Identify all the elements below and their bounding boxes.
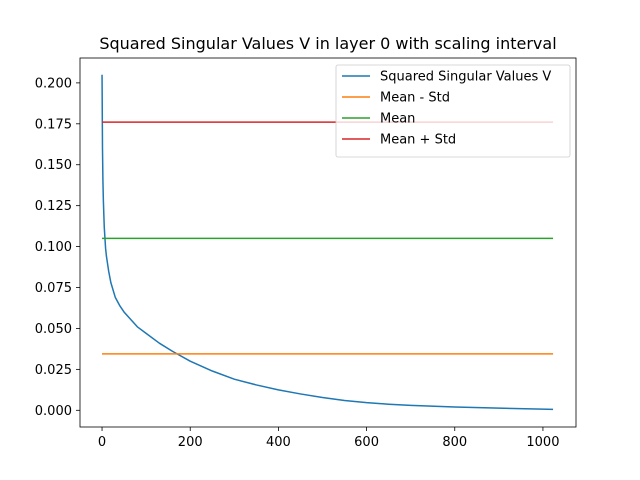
legend-box	[335, 64, 571, 158]
axes-layer: 0 200 400 600 800 1000 0.000 0.025 0.050 0.075 0.1…	[35, 57, 577, 450]
y-tick-label: 0.200	[35, 76, 72, 91]
axes-frame	[79, 57, 577, 428]
x-tick-label: 600	[354, 435, 379, 450]
x-tick-label: 1000	[526, 435, 559, 450]
y-tick-label: 0.050	[35, 322, 72, 337]
x-tick-label: 400	[266, 435, 291, 450]
x-tick-label: 0	[98, 435, 106, 450]
y-tick-label: 0.100	[35, 240, 72, 255]
x-tick-label: 200	[178, 435, 203, 450]
legend-label: Mean	[380, 112, 415, 127]
legend-label: Mean - Std	[380, 91, 450, 106]
chart-title: Squared Singular Values V in layer 0 wit…	[99, 34, 556, 53]
y-tick-label: 0.075	[35, 281, 72, 296]
y-tick-label: 0.000	[35, 404, 72, 419]
y-tick-label: 0.025	[35, 363, 72, 378]
x-tick-label: 800	[442, 435, 467, 450]
series-line-1	[101, 74, 554, 411]
y-tick-label: 0.125	[35, 199, 72, 214]
y-tick-label: 0.175	[35, 117, 72, 132]
series-layer	[101, 74, 554, 411]
legend-label: Mean + Std	[380, 133, 456, 148]
y-tick-label: 0.150	[35, 158, 72, 173]
legend-label: Squared Singular Values V	[380, 70, 551, 85]
legend: Squared Singular Values V Mean - Std Mean M…	[335, 64, 571, 158]
